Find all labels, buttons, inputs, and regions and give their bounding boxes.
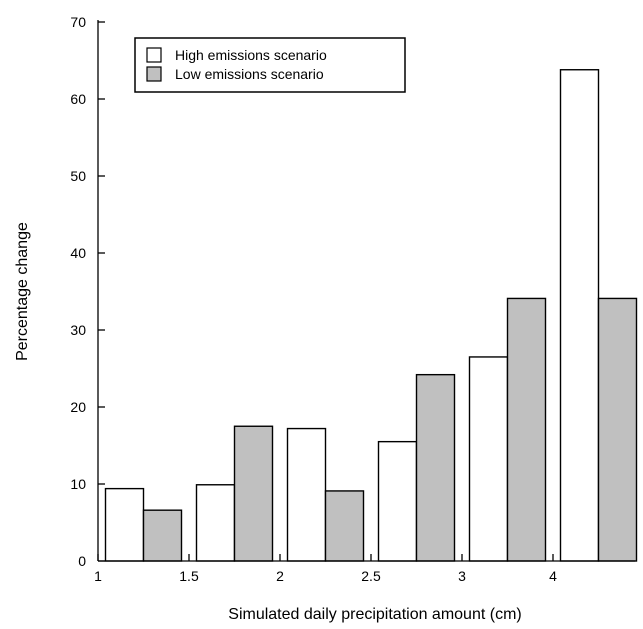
bar-low-3 <box>415 373 456 562</box>
bar-low-4 <box>506 297 547 562</box>
y-tick-label-40: 40 <box>70 245 86 261</box>
y-axis-title: Percentage change <box>14 222 31 361</box>
bar-high-3 <box>377 440 418 562</box>
y-tick-label-10: 10 <box>70 476 86 492</box>
bar-high-2 <box>286 427 327 562</box>
x-tick-label-0: 1 <box>94 568 102 584</box>
bar-high-5 <box>559 69 600 562</box>
x-tick-label-4: 3 <box>458 568 466 584</box>
x-axis-title: Simulated daily precipitation amount (cm… <box>228 606 521 623</box>
legend-label-low: Low emissions scenario <box>175 66 324 82</box>
bar-low-0 <box>142 509 183 562</box>
bar-low-2 <box>324 490 365 562</box>
legend-label-high: High emissions scenario <box>175 47 327 63</box>
legend-box <box>134 37 406 93</box>
x-tick-label-3: 2.5 <box>361 568 381 584</box>
legend: High emissions scenario Low emissions sc… <box>134 37 406 93</box>
bar-low-5 <box>597 297 638 562</box>
y-tick-label-60: 60 <box>70 91 86 107</box>
axes-group: 0 10 20 30 40 50 60 70 1 1.5 2 2.5 3 4 <box>70 14 635 584</box>
x-tick-label-1: 1.5 <box>179 568 199 584</box>
bar-high-1 <box>195 484 236 562</box>
x-tick-label-2: 2 <box>276 568 284 584</box>
bar-high-0 <box>104 487 145 562</box>
bar-high-4 <box>468 356 509 562</box>
y-tick-label-0: 0 <box>78 553 86 569</box>
y-tick-label-50: 50 <box>70 168 86 184</box>
y-tick-label-70: 70 <box>70 14 86 30</box>
bar-low-1 <box>233 425 274 562</box>
legend-swatch-high <box>146 47 162 63</box>
legend-swatch-low <box>146 66 162 82</box>
y-tick-label-30: 30 <box>70 322 86 338</box>
bars-group <box>104 69 638 562</box>
x-tick-label-5: 4 <box>549 568 557 584</box>
y-tick-label-20: 20 <box>70 399 86 415</box>
